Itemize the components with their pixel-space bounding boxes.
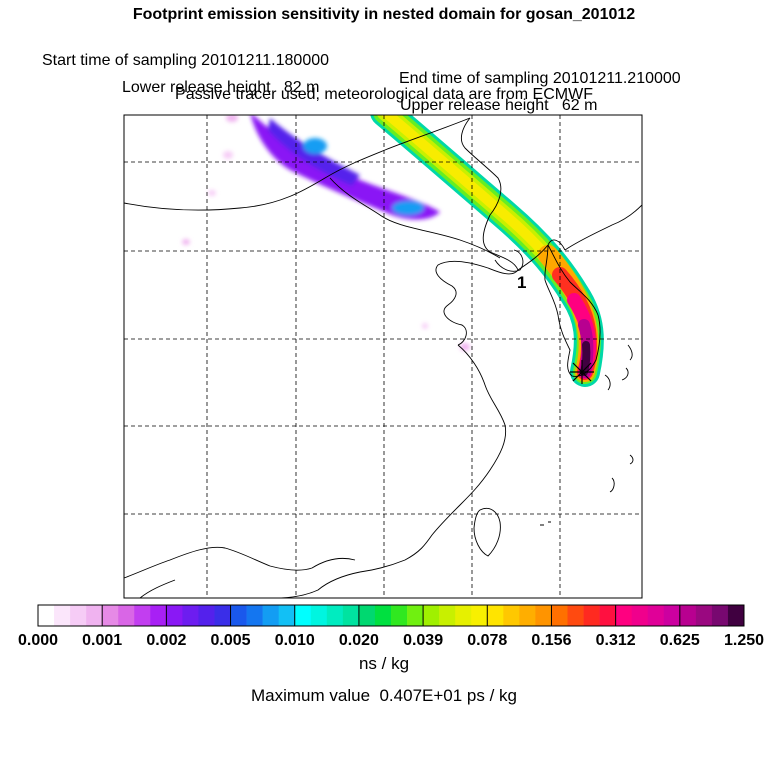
colorbar-tick-label: 0.005	[211, 632, 251, 649]
colorbar-cell	[407, 605, 424, 626]
colorbar-cell	[567, 605, 584, 626]
colorbar-cell	[310, 605, 328, 626]
colorbar-tick-label: 0.156	[531, 632, 571, 649]
upper-height-label: Upper release height 62 m	[400, 97, 598, 114]
receptor-label: 1	[517, 273, 526, 292]
colorbar-tick-label: 0.002	[146, 632, 186, 649]
colorbar-frame	[37, 604, 745, 627]
colorbar-cell	[439, 605, 456, 626]
colorbar-cell	[102, 605, 119, 626]
colorbar-cell	[374, 605, 392, 626]
lower-height-label: Lower release height 82 m	[122, 79, 320, 96]
colorbar-tick-label: 0.020	[339, 632, 379, 649]
colorbar-cell	[166, 605, 183, 626]
colorbar-cell	[262, 605, 279, 626]
colorbar-tick-label: 0.312	[596, 632, 636, 649]
plot-title: Footprint emission sensitivity in nested…	[132, 6, 636, 23]
secondary-plume	[182, 115, 470, 351]
tracer-info-line: Passive tracer used, meteorological data…	[175, 86, 593, 103]
colorbar-cell	[38, 605, 55, 626]
colorbar-cell	[647, 605, 665, 626]
map-frame	[123, 114, 643, 599]
colorbar-tick-labels: 0.000 0.001 0.002 0.005 0.010 0.020 0.039 0.078…	[18, 632, 764, 649]
colorbar-cell	[711, 605, 729, 626]
colorbar-cell	[86, 605, 103, 626]
colorbar-cell	[695, 605, 713, 626]
emission-sensitivity-plume	[370, 115, 604, 387]
colorbar-tick-label: 0.001	[82, 632, 122, 649]
end-time-label: End time of sampling 20101211.210000	[399, 70, 681, 87]
colorbar-cell	[70, 605, 87, 626]
colorbar-cell	[663, 605, 681, 626]
colorbar-cells	[38, 605, 745, 626]
colorbar-cell	[214, 605, 231, 626]
colorbar-cell	[342, 605, 360, 626]
colorbar-cell	[358, 605, 376, 626]
colorbar-cell	[455, 605, 472, 626]
colorbar-cell	[583, 605, 600, 626]
colorbar-cell	[679, 605, 697, 626]
colorbar-tick-label: 1.250	[724, 632, 764, 649]
colorbar-cell	[391, 605, 408, 626]
colorbar-cell	[631, 605, 649, 626]
colorbar-cell	[118, 605, 135, 626]
colorbar-cell	[294, 605, 312, 626]
colorbar-cell	[615, 605, 632, 626]
colorbar-tick-label: 0.000	[18, 632, 58, 649]
grid-lines	[124, 115, 642, 598]
colorbar-cell	[727, 605, 745, 626]
maximum-value-label: Maximum value 0.407E+01 ps / kg	[251, 686, 517, 705]
colorbar-cell	[326, 605, 344, 626]
colorbar-unit: ns / kg	[358, 654, 410, 673]
receptor-marker	[570, 360, 594, 384]
colorbar-cell	[230, 605, 247, 626]
colorbar-cell	[487, 605, 504, 626]
colorbar-cell	[278, 605, 296, 626]
map-content	[124, 115, 642, 598]
colorbar-cell	[599, 605, 616, 626]
colorbar-cell	[54, 605, 71, 626]
colorbar-cell	[182, 605, 199, 626]
coastlines	[124, 117, 642, 598]
colorbar-cell	[503, 605, 520, 626]
colorbar-cell	[551, 605, 568, 626]
colorbar-cell	[150, 605, 167, 626]
colorbar-tick-label: 0.625	[660, 632, 700, 649]
colorbar-tick-label: 0.078	[467, 632, 507, 649]
start-time-label: Start time of sampling 20101211.180000	[42, 52, 330, 69]
sampling-time-line: Start time of sampling 20101211.180000 E…	[0, 34, 768, 88]
release-height-line: Lower release height 82 m Upper release …	[0, 61, 768, 115]
colorbar-cell	[519, 605, 536, 626]
colorbar-cell	[246, 605, 263, 626]
colorbar-tick-label: 0.010	[275, 632, 315, 649]
colorbar-cell	[471, 605, 488, 626]
colorbar-tick-label: 0.039	[403, 632, 443, 649]
colorbar-cell	[535, 605, 552, 626]
colorbar-cell	[134, 605, 151, 626]
colorbar-cell	[198, 605, 215, 626]
colorbar-cell	[423, 605, 440, 626]
